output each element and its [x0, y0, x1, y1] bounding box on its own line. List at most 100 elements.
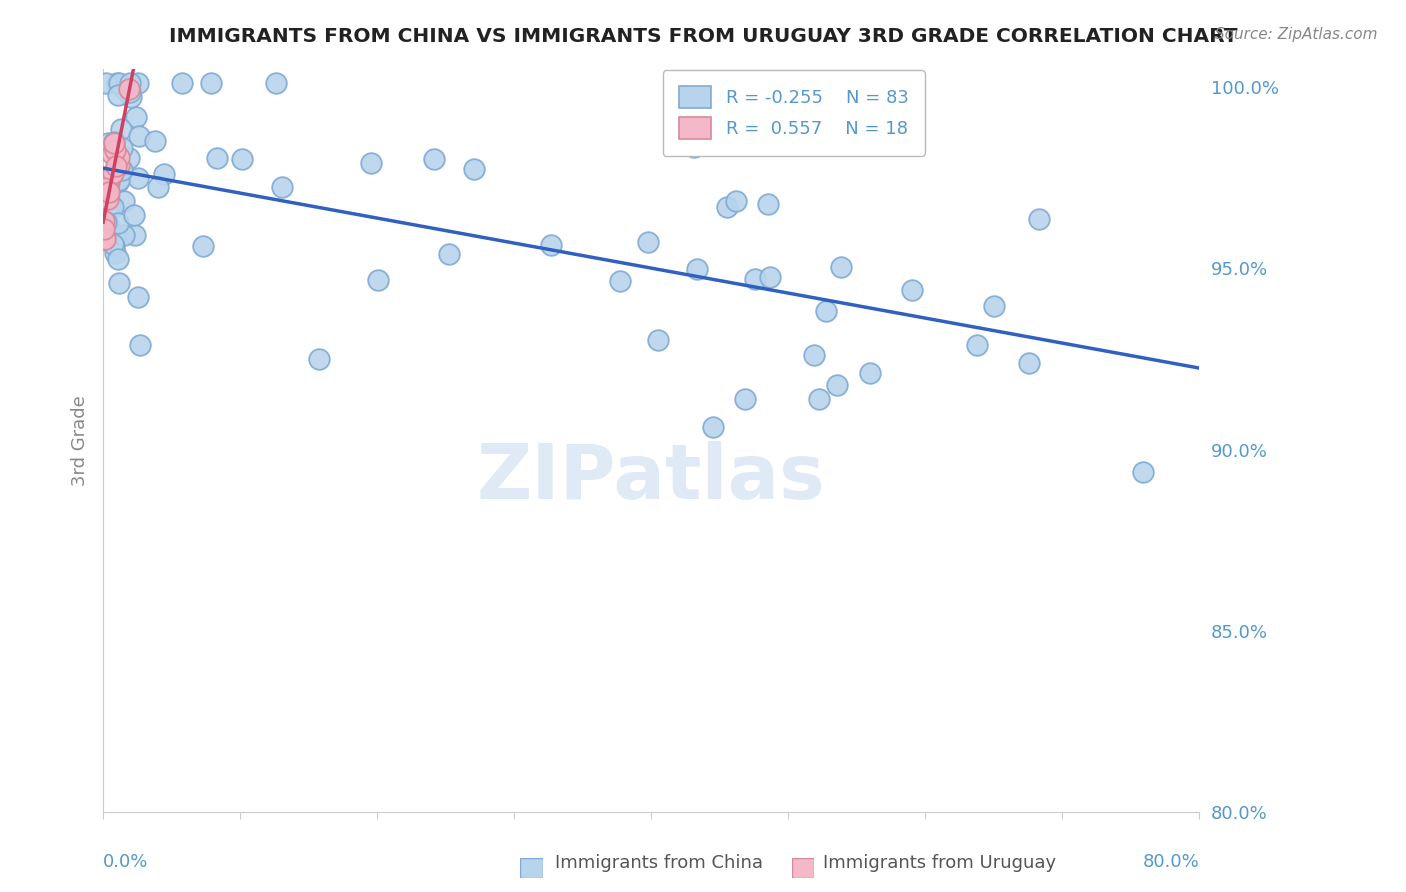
Point — [112, 227, 135, 242]
Point — [120, 89, 142, 103]
Point — [103, 239, 125, 253]
Point — [110, 122, 132, 136]
Point — [107, 76, 129, 90]
Point — [103, 136, 125, 151]
Point — [124, 228, 146, 243]
Point — [859, 366, 882, 380]
Point — [108, 158, 131, 172]
Text: 0.0%: 0.0% — [103, 854, 149, 871]
Point — [1132, 465, 1154, 479]
Point — [128, 129, 150, 144]
Text: ZIPatlas: ZIPatlas — [477, 441, 825, 515]
Point — [97, 219, 120, 233]
Point — [98, 198, 121, 212]
Point — [94, 76, 117, 90]
Text: Source: ZipAtlas.com: Source: ZipAtlas.com — [1215, 27, 1378, 42]
Point — [360, 156, 382, 170]
Point — [98, 194, 121, 209]
Text: 80.0%: 80.0% — [1143, 854, 1199, 871]
Point — [93, 222, 115, 236]
Point — [172, 76, 194, 90]
Point — [93, 232, 115, 246]
Point — [105, 147, 128, 161]
Point — [422, 152, 444, 166]
Point — [540, 237, 562, 252]
Point — [1018, 356, 1040, 370]
Point — [97, 193, 120, 207]
Point — [437, 246, 460, 260]
Point — [716, 200, 738, 214]
Point — [983, 299, 1005, 313]
Point — [94, 192, 117, 206]
Point — [93, 214, 115, 228]
Point — [118, 76, 141, 90]
Point — [108, 150, 131, 164]
Point — [724, 194, 747, 208]
Point — [148, 180, 170, 194]
Point — [118, 151, 141, 165]
Point — [104, 143, 127, 157]
Point — [647, 333, 669, 347]
Text: Immigrants from China: Immigrants from China — [555, 855, 763, 872]
Point — [901, 283, 924, 297]
Text: Immigrants from Uruguay: Immigrants from Uruguay — [823, 855, 1056, 872]
Point — [759, 270, 782, 285]
Point — [107, 216, 129, 230]
Point — [264, 76, 287, 90]
Point — [94, 204, 117, 219]
Point — [107, 252, 129, 267]
Point — [107, 88, 129, 103]
Point — [104, 245, 127, 260]
Point — [111, 141, 134, 155]
Point — [105, 160, 128, 174]
Point — [683, 139, 706, 153]
Point — [367, 273, 389, 287]
Point — [103, 135, 125, 149]
Point — [673, 84, 696, 98]
Point — [97, 136, 120, 150]
Point — [756, 197, 779, 211]
Point — [101, 201, 124, 215]
Point — [815, 304, 838, 318]
Point — [827, 378, 849, 392]
Point — [98, 176, 121, 190]
Point — [308, 351, 330, 366]
Point — [1028, 212, 1050, 227]
Point — [105, 76, 128, 90]
Point — [734, 392, 756, 406]
Point — [96, 215, 118, 229]
Point — [122, 208, 145, 222]
Point — [120, 85, 142, 99]
Point — [100, 146, 122, 161]
Point — [205, 151, 228, 165]
Point — [966, 337, 988, 351]
Point — [101, 176, 124, 190]
Point — [637, 235, 659, 250]
Point — [463, 162, 485, 177]
Point — [125, 110, 148, 124]
Point — [118, 82, 141, 96]
Point — [193, 238, 215, 252]
Point — [128, 337, 150, 351]
Point — [107, 173, 129, 187]
Point — [101, 166, 124, 180]
Point — [127, 290, 149, 304]
Point — [100, 169, 122, 184]
Point — [143, 134, 166, 148]
Point — [609, 274, 631, 288]
Legend: R = -0.255    N = 83, R =  0.557    N = 18: R = -0.255 N = 83, R = 0.557 N = 18 — [662, 70, 925, 156]
Text: IMMIGRANTS FROM CHINA VS IMMIGRANTS FROM URUGUAY 3RD GRADE CORRELATION CHART: IMMIGRANTS FROM CHINA VS IMMIGRANTS FROM… — [169, 27, 1237, 45]
Point — [744, 272, 766, 286]
Point — [127, 76, 149, 90]
Point — [93, 181, 115, 195]
Point — [686, 262, 709, 277]
Point — [271, 180, 294, 194]
Point — [153, 167, 176, 181]
Point — [114, 83, 136, 97]
Point — [808, 392, 831, 406]
Point — [104, 228, 127, 243]
Point — [94, 232, 117, 246]
Point — [830, 260, 852, 274]
Point — [231, 152, 253, 166]
Point — [200, 76, 222, 90]
